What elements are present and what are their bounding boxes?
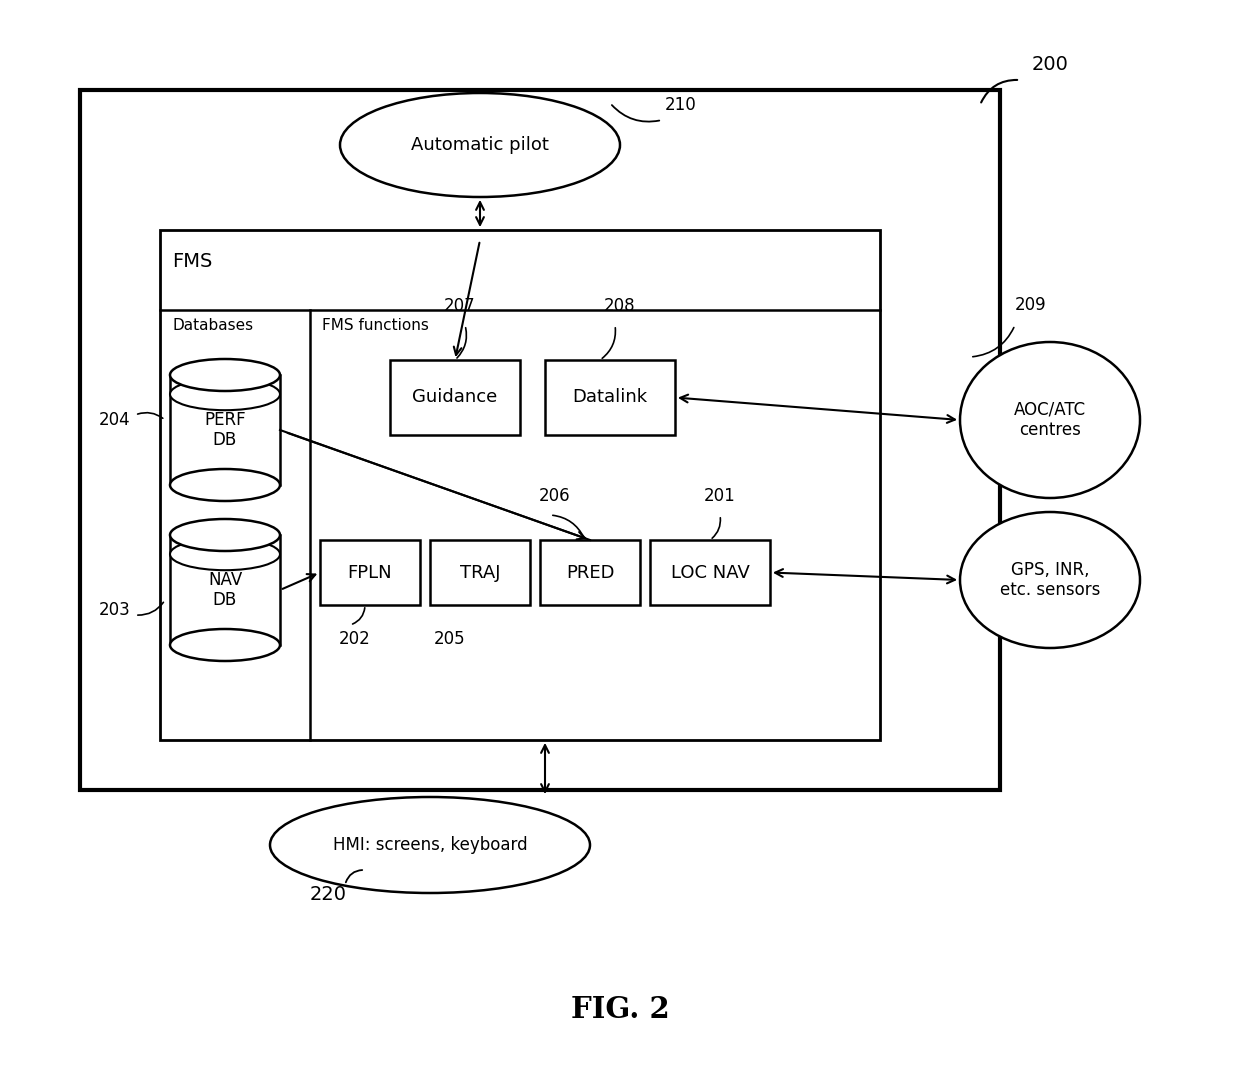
Ellipse shape: [170, 538, 280, 571]
Text: 220: 220: [310, 886, 347, 904]
Text: FIG. 2: FIG. 2: [570, 996, 670, 1025]
Ellipse shape: [960, 342, 1140, 498]
Text: Databases: Databases: [172, 318, 253, 333]
Text: PRED: PRED: [565, 563, 614, 582]
Text: 205: 205: [434, 630, 466, 648]
Text: Guidance: Guidance: [413, 388, 497, 407]
Text: HMI: screens, keyboard: HMI: screens, keyboard: [332, 836, 527, 854]
Ellipse shape: [340, 93, 620, 197]
Bar: [546, 360, 675, 435]
Text: 206: 206: [539, 487, 570, 505]
Text: Datalink: Datalink: [573, 388, 647, 407]
Text: FMS functions: FMS functions: [322, 318, 429, 333]
Ellipse shape: [170, 378, 280, 410]
Bar: [539, 540, 640, 605]
Bar: [430, 540, 529, 605]
Ellipse shape: [170, 468, 280, 501]
Text: GPS, INR,
etc. sensors: GPS, INR, etc. sensors: [999, 561, 1100, 599]
Text: PERF
DB: PERF DB: [205, 411, 246, 449]
Bar: [170, 375, 280, 485]
Text: 200: 200: [1032, 55, 1069, 75]
Ellipse shape: [170, 629, 280, 661]
Text: TRAJ: TRAJ: [460, 563, 500, 582]
Text: 203: 203: [98, 601, 130, 619]
Bar: [391, 360, 520, 435]
Bar: [170, 535, 280, 645]
Text: 209: 209: [1016, 296, 1047, 314]
Text: 201: 201: [704, 487, 735, 505]
Ellipse shape: [270, 797, 590, 894]
Text: FMS: FMS: [172, 252, 212, 271]
Bar: [81, 90, 999, 790]
Text: LOC NAV: LOC NAV: [671, 563, 749, 582]
Bar: [650, 540, 770, 605]
Text: FPLN: FPLN: [347, 563, 392, 582]
Text: 204: 204: [98, 411, 130, 429]
Text: 208: 208: [604, 297, 636, 315]
Text: 207: 207: [444, 297, 476, 315]
Ellipse shape: [960, 512, 1140, 648]
Text: Automatic pilot: Automatic pilot: [412, 136, 549, 154]
Ellipse shape: [170, 359, 280, 391]
Bar: [320, 540, 420, 605]
Bar: [160, 230, 880, 740]
Text: 202: 202: [339, 630, 371, 648]
Ellipse shape: [170, 518, 280, 551]
Text: AOC/ATC
centres: AOC/ATC centres: [1014, 401, 1086, 439]
Text: 210: 210: [665, 96, 697, 114]
Text: NAV
DB: NAV DB: [208, 571, 242, 610]
